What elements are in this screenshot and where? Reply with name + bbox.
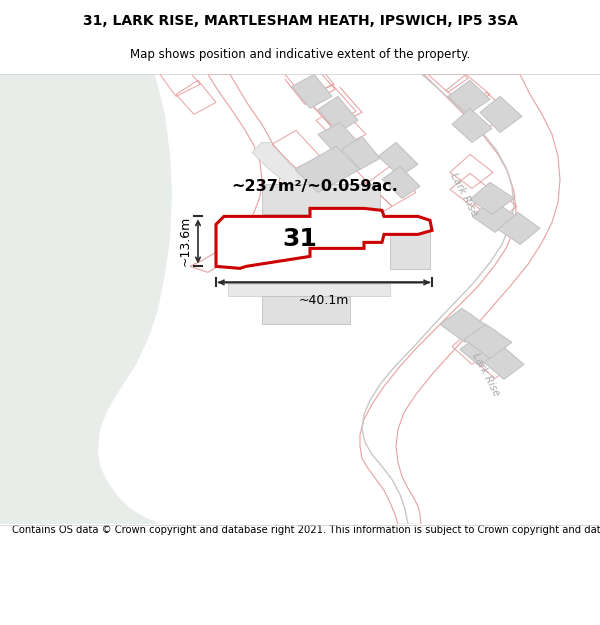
Polygon shape <box>498 213 540 244</box>
Polygon shape <box>318 122 360 156</box>
Text: 31: 31 <box>283 228 317 251</box>
Polygon shape <box>448 81 490 114</box>
Polygon shape <box>390 224 430 269</box>
Polygon shape <box>342 136 380 169</box>
Polygon shape <box>295 146 360 192</box>
Polygon shape <box>228 284 390 296</box>
Polygon shape <box>382 166 420 198</box>
Text: Lark Rise: Lark Rise <box>448 171 479 217</box>
Polygon shape <box>452 108 492 142</box>
Text: ~237m²/~0.059ac.: ~237m²/~0.059ac. <box>232 179 398 194</box>
Polygon shape <box>318 96 358 132</box>
Polygon shape <box>262 184 380 214</box>
Polygon shape <box>464 324 512 358</box>
Polygon shape <box>252 142 360 202</box>
Polygon shape <box>360 74 560 524</box>
Polygon shape <box>480 96 522 132</box>
Text: Contains OS data © Crown copyright and database right 2021. This information is : Contains OS data © Crown copyright and d… <box>12 525 600 535</box>
Text: Map shows position and indicative extent of the property.: Map shows position and indicative extent… <box>130 48 470 61</box>
Polygon shape <box>262 296 350 324</box>
Polygon shape <box>378 142 418 176</box>
Text: Lark Rise: Lark Rise <box>470 351 502 398</box>
Polygon shape <box>472 199 516 232</box>
Text: 31, LARK RISE, MARTLESHAM HEATH, IPSWICH, IP5 3SA: 31, LARK RISE, MARTLESHAM HEATH, IPSWICH… <box>83 14 517 28</box>
Text: ~40.1m: ~40.1m <box>299 294 349 308</box>
Text: ~13.6m: ~13.6m <box>179 216 192 266</box>
Polygon shape <box>460 334 500 366</box>
Polygon shape <box>440 308 488 342</box>
Polygon shape <box>190 74 280 272</box>
Polygon shape <box>484 348 524 379</box>
Polygon shape <box>470 182 514 214</box>
Polygon shape <box>216 208 432 268</box>
Polygon shape <box>292 74 332 108</box>
Polygon shape <box>0 74 172 524</box>
